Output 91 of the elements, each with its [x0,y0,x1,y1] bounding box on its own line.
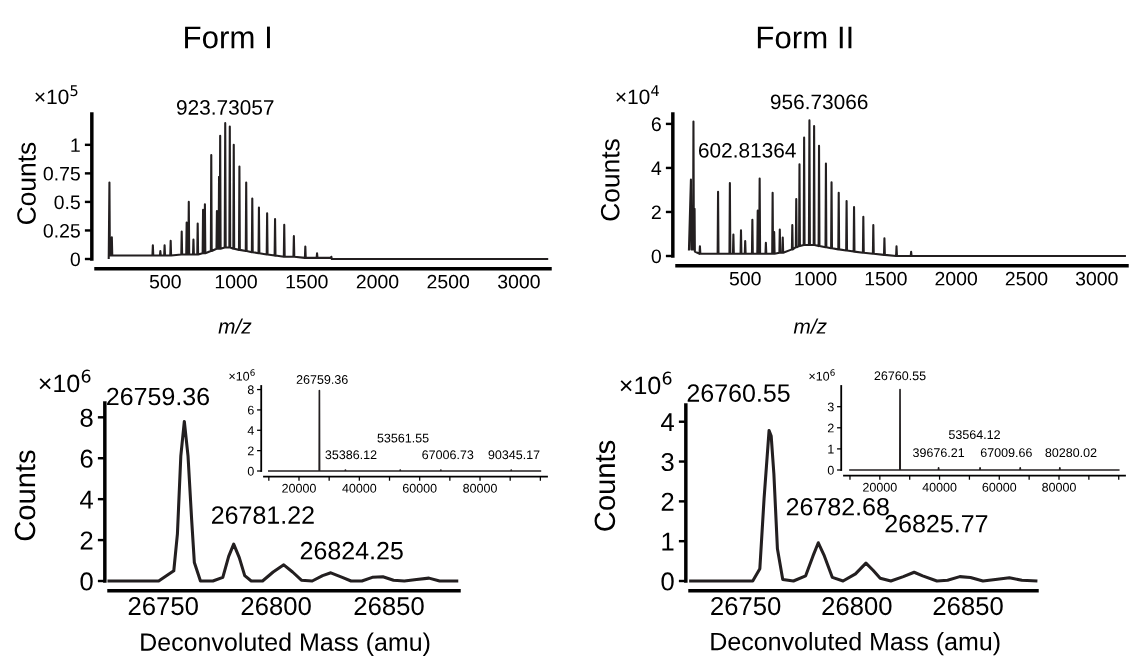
annotation: 26760.55 [687,384,790,402]
annotation: 35386.12 [325,450,377,460]
line-series [107,122,549,261]
x-axis-title: Deconvoluted Mass (amu) [711,632,1000,656]
y-tick-label: 1 [662,532,674,551]
x-tick-label: 26850 [933,596,1003,616]
x-tick-label: 1000 [215,274,257,289]
annotation: 53564.12 [948,430,1000,440]
x-tick-label: 60000 [982,482,1017,492]
annotation: 90345.17 [488,450,540,460]
x-tick-label: 3000 [1075,271,1118,286]
x-tick-label: 26800 [822,596,892,616]
y-tick-label: 4 [651,161,662,175]
x-tick-label: 2000 [356,274,399,289]
y-tick-label: 0.25 [43,223,80,238]
x-tick-label: 40000 [922,482,957,492]
y-tick-label: 4 [661,413,674,432]
y-tick-label: 2 [651,205,661,220]
x-tick-label: 1500 [865,271,907,286]
x-tick-label: 26750 [711,596,781,616]
x-tick-label: 80000 [1042,482,1076,492]
y-tick-label: 6 [80,449,93,468]
text: ×10$^{6}$ [809,369,835,381]
chart-title: Form I [185,26,270,49]
y-tick-label: 8 [80,408,93,427]
annotation: 26760.55 [874,371,926,381]
y-tick-label: 1 [828,444,834,454]
x-axis-title: Deconvoluted Mass (amu) [141,632,430,656]
y-axis-title: Counts [600,139,620,221]
y-tick-label: 6 [651,117,661,132]
annotation: 26759.36 [107,387,209,406]
annotation: 26824.25 [300,541,403,560]
text: ×10$^{5}$ [35,85,78,105]
annotation: 26825.77 [885,514,988,533]
x-tick-label: 3000 [498,274,540,289]
y-tick-label: 1 [71,138,80,152]
x-tick-label: 2500 [1005,271,1048,286]
text: ×10$^{6}$ [620,371,672,395]
annotation: 956.73066 [770,94,868,110]
y-tick-label: 0 [661,572,674,591]
annotation: 53561.55 [377,433,429,443]
annotation: 602.81364 [698,142,796,158]
line-series [687,119,1126,258]
y-tick-label: 4 [80,490,93,509]
x-tick-label: 20000 [282,483,316,493]
x-tick-label: 26850 [354,596,424,616]
x-tick-label: 1000 [795,271,837,286]
x-tick-label: 1500 [286,274,328,289]
y-tick-label: 2 [661,492,674,511]
x-tick-label: 20000 [863,482,897,492]
y-tick-label: 0 [80,572,93,591]
y-tick-label: 2 [80,531,93,550]
annotation: 67009.66 [980,448,1032,458]
x-tick-label: 40000 [342,483,377,493]
y-tick-label: 2 [247,446,254,456]
annotation: 26782.68 [786,497,889,516]
y-axis-title: Counts [17,142,36,225]
annotation: 39676.21 [913,448,965,458]
annotation: 67006.73 [422,450,474,460]
x-tick-label: 2000 [935,271,978,286]
x-tick-label: 500 [149,274,181,289]
y-axis-title: Counts [594,440,616,531]
x-tick-label: 80000 [463,483,497,493]
y-tick-label: 3 [827,402,834,412]
x-axis-title: m/z [793,318,827,334]
y-tick-label: 0.75 [43,166,80,181]
y-tick-label: 0 [247,466,254,476]
annotation: 80280.02 [1045,448,1097,458]
text: ×10$^{6}$ [229,369,255,381]
annotation: 26759.36 [296,375,348,384]
text: ×10$^{4}$ [616,85,659,105]
x-tick-label: 26750 [128,596,198,616]
x-tick-label: 26800 [241,596,311,616]
y-tick-label: 0.5 [54,195,80,210]
x-tick-label: 2500 [427,274,470,289]
y-tick-label: 2 [827,423,834,433]
y-tick-label: 0 [651,249,661,264]
y-axis-title: Counts [14,450,36,541]
annotation: 923.73057 [176,100,274,115]
annotation: 26781.22 [211,506,314,524]
y-tick-label: 0 [70,252,80,267]
x-tick-label: 60000 [402,483,437,493]
chart-title: Form II [757,26,852,49]
text: ×10$^{6}$ [39,369,91,393]
y-tick-label: 0 [827,465,834,475]
y-tick-label: 6 [247,405,254,415]
y-tick-label: 4 [247,426,254,435]
x-axis-title: m/z [218,318,252,334]
y-tick-label: 3 [661,452,674,472]
y-tick-label: 8 [247,385,254,395]
x-tick-label: 500 [729,271,761,286]
